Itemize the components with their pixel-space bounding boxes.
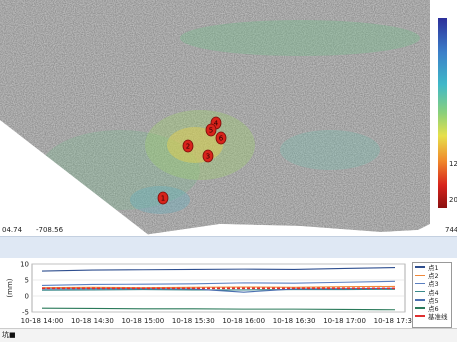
marker-label: 2 — [186, 143, 190, 151]
markers-layer: 1 2 3 456 — [157, 116, 227, 205]
marker-label: 5 — [209, 127, 213, 135]
y-axis-label: (mm) — [6, 278, 14, 297]
marker-2[interactable]: 2 — [182, 139, 194, 153]
ultrasound-scan: 1 2 3 456 — [0, 0, 447, 236]
legend-label: 基准线 — [428, 313, 448, 322]
legend-swatch — [415, 299, 425, 301]
coord-right: -708.56 — [36, 226, 64, 234]
displacement-chart[interactable]: 10 5 0 -5 10-18 14:00 10-18 14:30 10-18 15:00… — [0, 258, 457, 328]
legend-label: 点5 — [428, 296, 439, 305]
y-tick-label: 5 — [25, 277, 29, 285]
marker-label: 1 — [161, 195, 165, 203]
x-tick-label: 10-18 15:30 — [172, 317, 215, 325]
marker-5[interactable]: 5 — [205, 123, 217, 137]
y-tick-label: 0 — [25, 293, 29, 301]
legend-swatch — [415, 315, 425, 317]
legend-swatch — [415, 290, 425, 293]
series-line-5 — [41, 287, 396, 293]
x-tick-label: 10-18 14:00 — [21, 317, 64, 325]
chart-svg: 10 5 0 -5 10-18 14:00 10-18 14:30 10-18 15:00… — [6, 261, 417, 326]
y-tick-label: -5 — [22, 309, 29, 317]
legend-item-4: 点4 — [413, 288, 451, 297]
x-tick-label: 10-18 15:00 — [121, 317, 164, 325]
x-tick-label: 10-18 14:30 — [71, 317, 114, 325]
legend-swatch — [415, 266, 425, 268]
series-line-1 — [41, 266, 396, 272]
marker-3[interactable]: 3 — [202, 149, 214, 163]
colorbar-label-20: 20 — [449, 196, 457, 204]
series-line-2 — [41, 285, 396, 289]
x-tick-label: 10-18 17:00 — [323, 317, 366, 325]
legend-item-5: 点5 — [413, 296, 451, 305]
status-bar: 坑■ — [0, 328, 457, 342]
legend-label: 点3 — [428, 280, 439, 289]
colorbar-label-12: 12 — [449, 160, 457, 168]
marker-6[interactable]: 6 — [215, 131, 227, 145]
legend-label: 点1 — [428, 264, 439, 273]
series-line-3 — [41, 280, 396, 286]
coord-far-right: 744 — [445, 226, 457, 234]
marker-label: 6 — [219, 135, 224, 143]
series-line-6 — [41, 307, 396, 311]
color-scale-bar — [438, 18, 447, 208]
x-tick-label: 10-18 17:30 — [374, 317, 417, 325]
legend-item-2: 点2 — [413, 271, 451, 281]
legend-item-1: 点1 — [413, 263, 451, 273]
chart-legend: 点1 点2 点3 点4 点5 点6 基准线 — [412, 262, 452, 328]
coord-left: 04.74 — [2, 226, 23, 234]
legend-label: 点6 — [428, 305, 439, 314]
legend-swatch — [415, 274, 425, 277]
legend-swatch — [415, 307, 425, 309]
legend-label: 点4 — [428, 288, 439, 297]
legend-item-7: 基准线 — [413, 312, 451, 322]
legend-item-6: 点6 — [413, 304, 451, 314]
legend-label: 点2 — [428, 272, 439, 281]
x-tick-label: 10-18 16:00 — [222, 317, 265, 325]
panel-divider — [0, 236, 457, 259]
y-tick-label: 10 — [20, 261, 29, 269]
marker-label: 3 — [206, 153, 210, 161]
x-tick-label: 10-18 16:30 — [273, 317, 316, 325]
legend-swatch — [415, 282, 425, 285]
series-line-4 — [41, 288, 396, 291]
legend-item-3: 点3 — [413, 279, 451, 289]
status-label: 坑■ — [2, 331, 16, 339]
marker-1[interactable]: 1 — [157, 191, 169, 205]
marker-label: 4 — [214, 120, 219, 128]
